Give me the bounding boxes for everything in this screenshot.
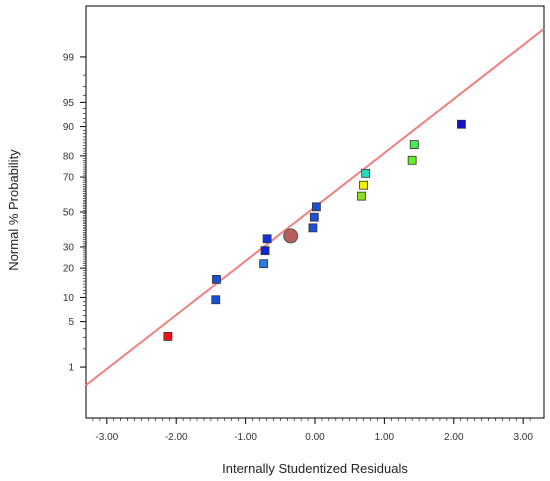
data-point: [211, 295, 221, 305]
y-tick-label: 90: [63, 122, 75, 133]
x-tick-label: -2.00: [165, 432, 188, 443]
x-axis-title: Internally Studentized Residuals: [222, 461, 408, 476]
data-point: [259, 259, 269, 269]
y-axis-title: Normal % Probability: [6, 149, 21, 271]
y-tick-label: 80: [63, 151, 75, 162]
y-tick-label: 95: [63, 98, 75, 109]
x-tick-label: -1.00: [234, 432, 257, 443]
data-point: [359, 180, 368, 190]
data-point: [311, 202, 321, 212]
x-axis-ticks: -3.00 -2.00 -1.00 0.00 1.00 2.00 3.00: [92, 418, 533, 443]
y-tick-label: 5: [68, 317, 74, 328]
data-point: [308, 223, 318, 233]
y-tick-label: 1: [68, 363, 74, 374]
data-point: [262, 234, 272, 244]
data-points: [163, 119, 466, 341]
data-point: [407, 155, 417, 165]
data-point: [309, 212, 319, 222]
highlight-point: [283, 228, 299, 244]
x-tick-label: 2.00: [444, 432, 464, 443]
y-tick-label: 30: [63, 242, 75, 253]
data-point: [361, 168, 371, 178]
y-tick-label: 99: [63, 52, 75, 63]
data-point: [163, 332, 173, 341]
x-tick-label: 1.00: [375, 432, 395, 443]
y-tick-label: 50: [63, 208, 75, 219]
y-tick-label: 20: [63, 264, 75, 275]
data-point: [409, 140, 419, 150]
x-tick-label: 3.00: [513, 432, 533, 443]
y-tick-label: 70: [63, 173, 75, 184]
y-axis-minor-ticks: [83, 74, 86, 350]
x-tick-label: 0.00: [305, 432, 325, 443]
data-point: [260, 246, 270, 256]
y-tick-label: 10: [63, 293, 75, 304]
y-axis-ticks: 1 5 10 20 30 50 70 80 90 95 99: [63, 52, 86, 374]
data-point: [212, 274, 221, 284]
plot-area-frame: [85, 5, 545, 419]
x-tick-label: -3.00: [95, 432, 118, 443]
data-point: [357, 191, 366, 201]
data-point: [457, 119, 466, 129]
